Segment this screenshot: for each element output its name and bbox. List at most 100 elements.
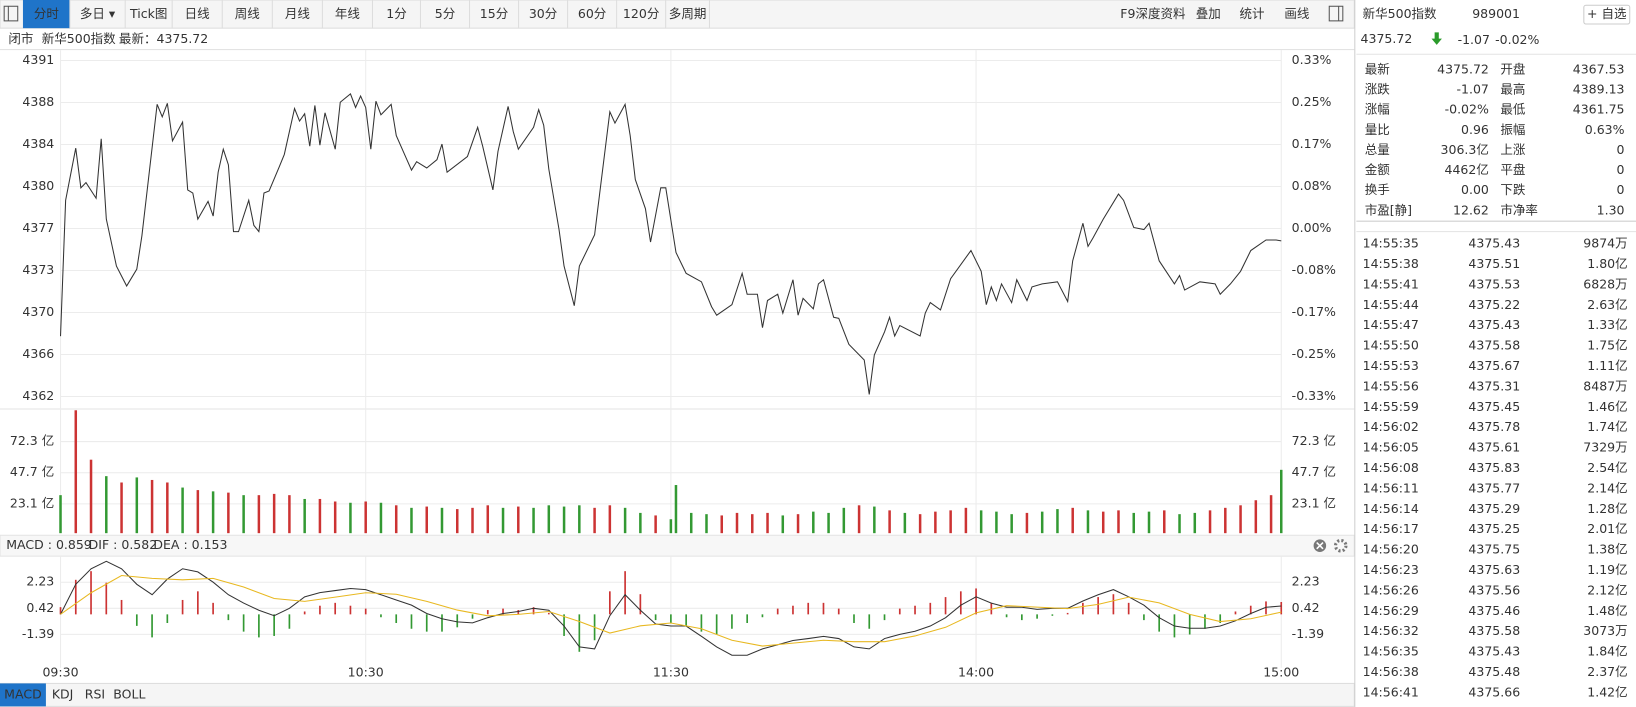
toolbar-button[interactable]: 叠加 — [1196, 6, 1221, 21]
volume-bar — [456, 509, 459, 534]
toolbar-button[interactable]: 多周期 — [669, 6, 707, 21]
toolbar-button[interactable]: 日线 — [185, 6, 211, 21]
tick-time: 14:56:41 — [1363, 684, 1419, 699]
toolbar-button[interactable]: 1分 — [386, 6, 407, 21]
y2-tick-label: 2.23 — [1292, 574, 1320, 589]
add-button-bg[interactable] — [1583, 4, 1631, 25]
tab-active-bg — [22, 0, 70, 29]
toolbar-button[interactable]: 15分 — [480, 6, 509, 21]
y2-tick-label: 0.42 — [1292, 600, 1320, 615]
stat-value: 306.3亿 — [1441, 142, 1489, 157]
y-tick-label: 4373 — [22, 262, 54, 277]
volume-bar — [120, 482, 123, 534]
volume-bar — [857, 505, 861, 534]
y-tick-label: -1.39 — [22, 626, 54, 641]
y-tick-label: 4391 — [22, 52, 54, 67]
y2-tick-label: -1.39 — [1292, 626, 1324, 641]
tick-time: 14:55:47 — [1363, 317, 1419, 332]
tick-amount: 1.80亿 — [1587, 256, 1627, 271]
y-tick-label: 2.23 — [26, 574, 54, 589]
indicator-tab[interactable]: RSI — [85, 686, 105, 701]
toolbar-button[interactable]: 30分 — [529, 6, 558, 21]
y-tick-label: 4366 — [22, 346, 54, 361]
panel-toggle[interactable] — [3, 5, 19, 22]
stat-label: 振幅 — [1500, 122, 1525, 137]
y2-tick-label: -0.33% — [1292, 388, 1336, 403]
toolbar-button[interactable]: 多日 ▾ — [80, 6, 116, 21]
indicator-legend: MACD : 0.859 — [6, 537, 92, 552]
quote-change: -1.07 — [1458, 32, 1490, 47]
stat-value: 4375.72 — [1437, 61, 1489, 76]
tick-amount: 2.12亿 — [1587, 582, 1627, 597]
volume-bar — [1101, 511, 1105, 534]
tick-price: 4375.53 — [1468, 276, 1520, 291]
settings-icon[interactable] — [1333, 538, 1348, 553]
volume-bar — [781, 515, 785, 534]
volume-bar — [196, 490, 200, 534]
volume-bar — [918, 514, 922, 534]
tick-time: 14:55:41 — [1363, 276, 1419, 291]
tick-price: 4375.83 — [1468, 460, 1520, 475]
volume-bar — [623, 507, 627, 534]
tick-price: 4375.58 — [1468, 623, 1520, 638]
volume-bar — [1132, 512, 1136, 534]
volume-bar — [333, 501, 337, 534]
toolbar-button[interactable]: Tick图 — [129, 6, 167, 21]
tick-amount: 2.63亿 — [1587, 297, 1627, 312]
y2-tick-label: -0.25% — [1292, 346, 1336, 361]
indicator-tab[interactable]: MACD — [4, 686, 42, 701]
stat-label: 金额 — [1365, 162, 1391, 177]
volume-bar — [1280, 469, 1283, 534]
volume-bar — [410, 507, 413, 534]
volume-bar — [705, 514, 708, 534]
toolbar-button[interactable]: 120分 — [623, 6, 660, 21]
indicator-tab[interactable]: BOLL — [113, 686, 145, 701]
volume-bar — [827, 512, 830, 534]
tick-time: 14:55:38 — [1363, 256, 1419, 271]
volume-bar — [720, 515, 724, 534]
tick-price: 4375.61 — [1468, 440, 1520, 455]
toolbar-button[interactable]: 60分 — [578, 6, 607, 21]
y-tick-label: 4370 — [22, 304, 54, 319]
stat-label: 最新 — [1365, 61, 1390, 76]
toolbar-button[interactable]: 统计 — [1240, 6, 1265, 21]
panel-toggle[interactable] — [1328, 5, 1344, 22]
status-text: 新华500指数 — [42, 31, 116, 46]
stat-value: 0.63% — [1585, 122, 1625, 137]
tick-time: 14:56:02 — [1363, 419, 1419, 434]
stat-value: 0 — [1617, 162, 1625, 177]
toolbar-button[interactable]: 5分 — [435, 6, 456, 21]
toolbar-button[interactable]: 年线 — [335, 6, 361, 21]
toolbar-button[interactable]: 周线 — [235, 6, 261, 21]
stat-value: 4389.13 — [1573, 82, 1625, 97]
volume-bar — [812, 511, 815, 534]
volume-bar — [349, 502, 352, 534]
tick-price: 4375.46 — [1468, 603, 1520, 618]
volume-bar — [379, 502, 383, 534]
tick-price: 4375.45 — [1468, 399, 1520, 414]
tick-amount: 1.74亿 — [1587, 419, 1627, 434]
volume-bar — [59, 495, 62, 534]
tick-time: 14:55:50 — [1363, 338, 1419, 353]
toolbar-button[interactable]: 分时 — [34, 6, 60, 21]
tick-price: 4375.43 — [1468, 317, 1520, 332]
toolbar-button[interactable]: 月线 — [285, 6, 311, 21]
tick-time: 14:56:32 — [1363, 623, 1419, 638]
quote-price: 4375.72 — [1361, 31, 1413, 46]
volume-bar — [486, 505, 490, 534]
status-text: 闭市 — [8, 31, 33, 46]
volume-bar — [288, 495, 291, 534]
tick-price: 4375.29 — [1468, 501, 1520, 516]
volume-bar — [440, 507, 444, 534]
tick-price: 4375.25 — [1468, 521, 1520, 536]
volume-bar — [1147, 511, 1151, 534]
add-button[interactable]: + 自选 — [1587, 6, 1627, 21]
tick-amount: 1.19亿 — [1587, 562, 1627, 577]
y-tick-label: 23.1 亿 — [10, 495, 54, 510]
indicator-tab[interactable]: KDJ — [52, 686, 74, 701]
y2-tick-label: 0.17% — [1292, 136, 1332, 151]
toolbar-button[interactable]: 画线 — [1284, 6, 1310, 21]
toolbar-button[interactable]: F9深度资料 — [1120, 6, 1186, 21]
stat-value: 0.96 — [1461, 122, 1489, 137]
